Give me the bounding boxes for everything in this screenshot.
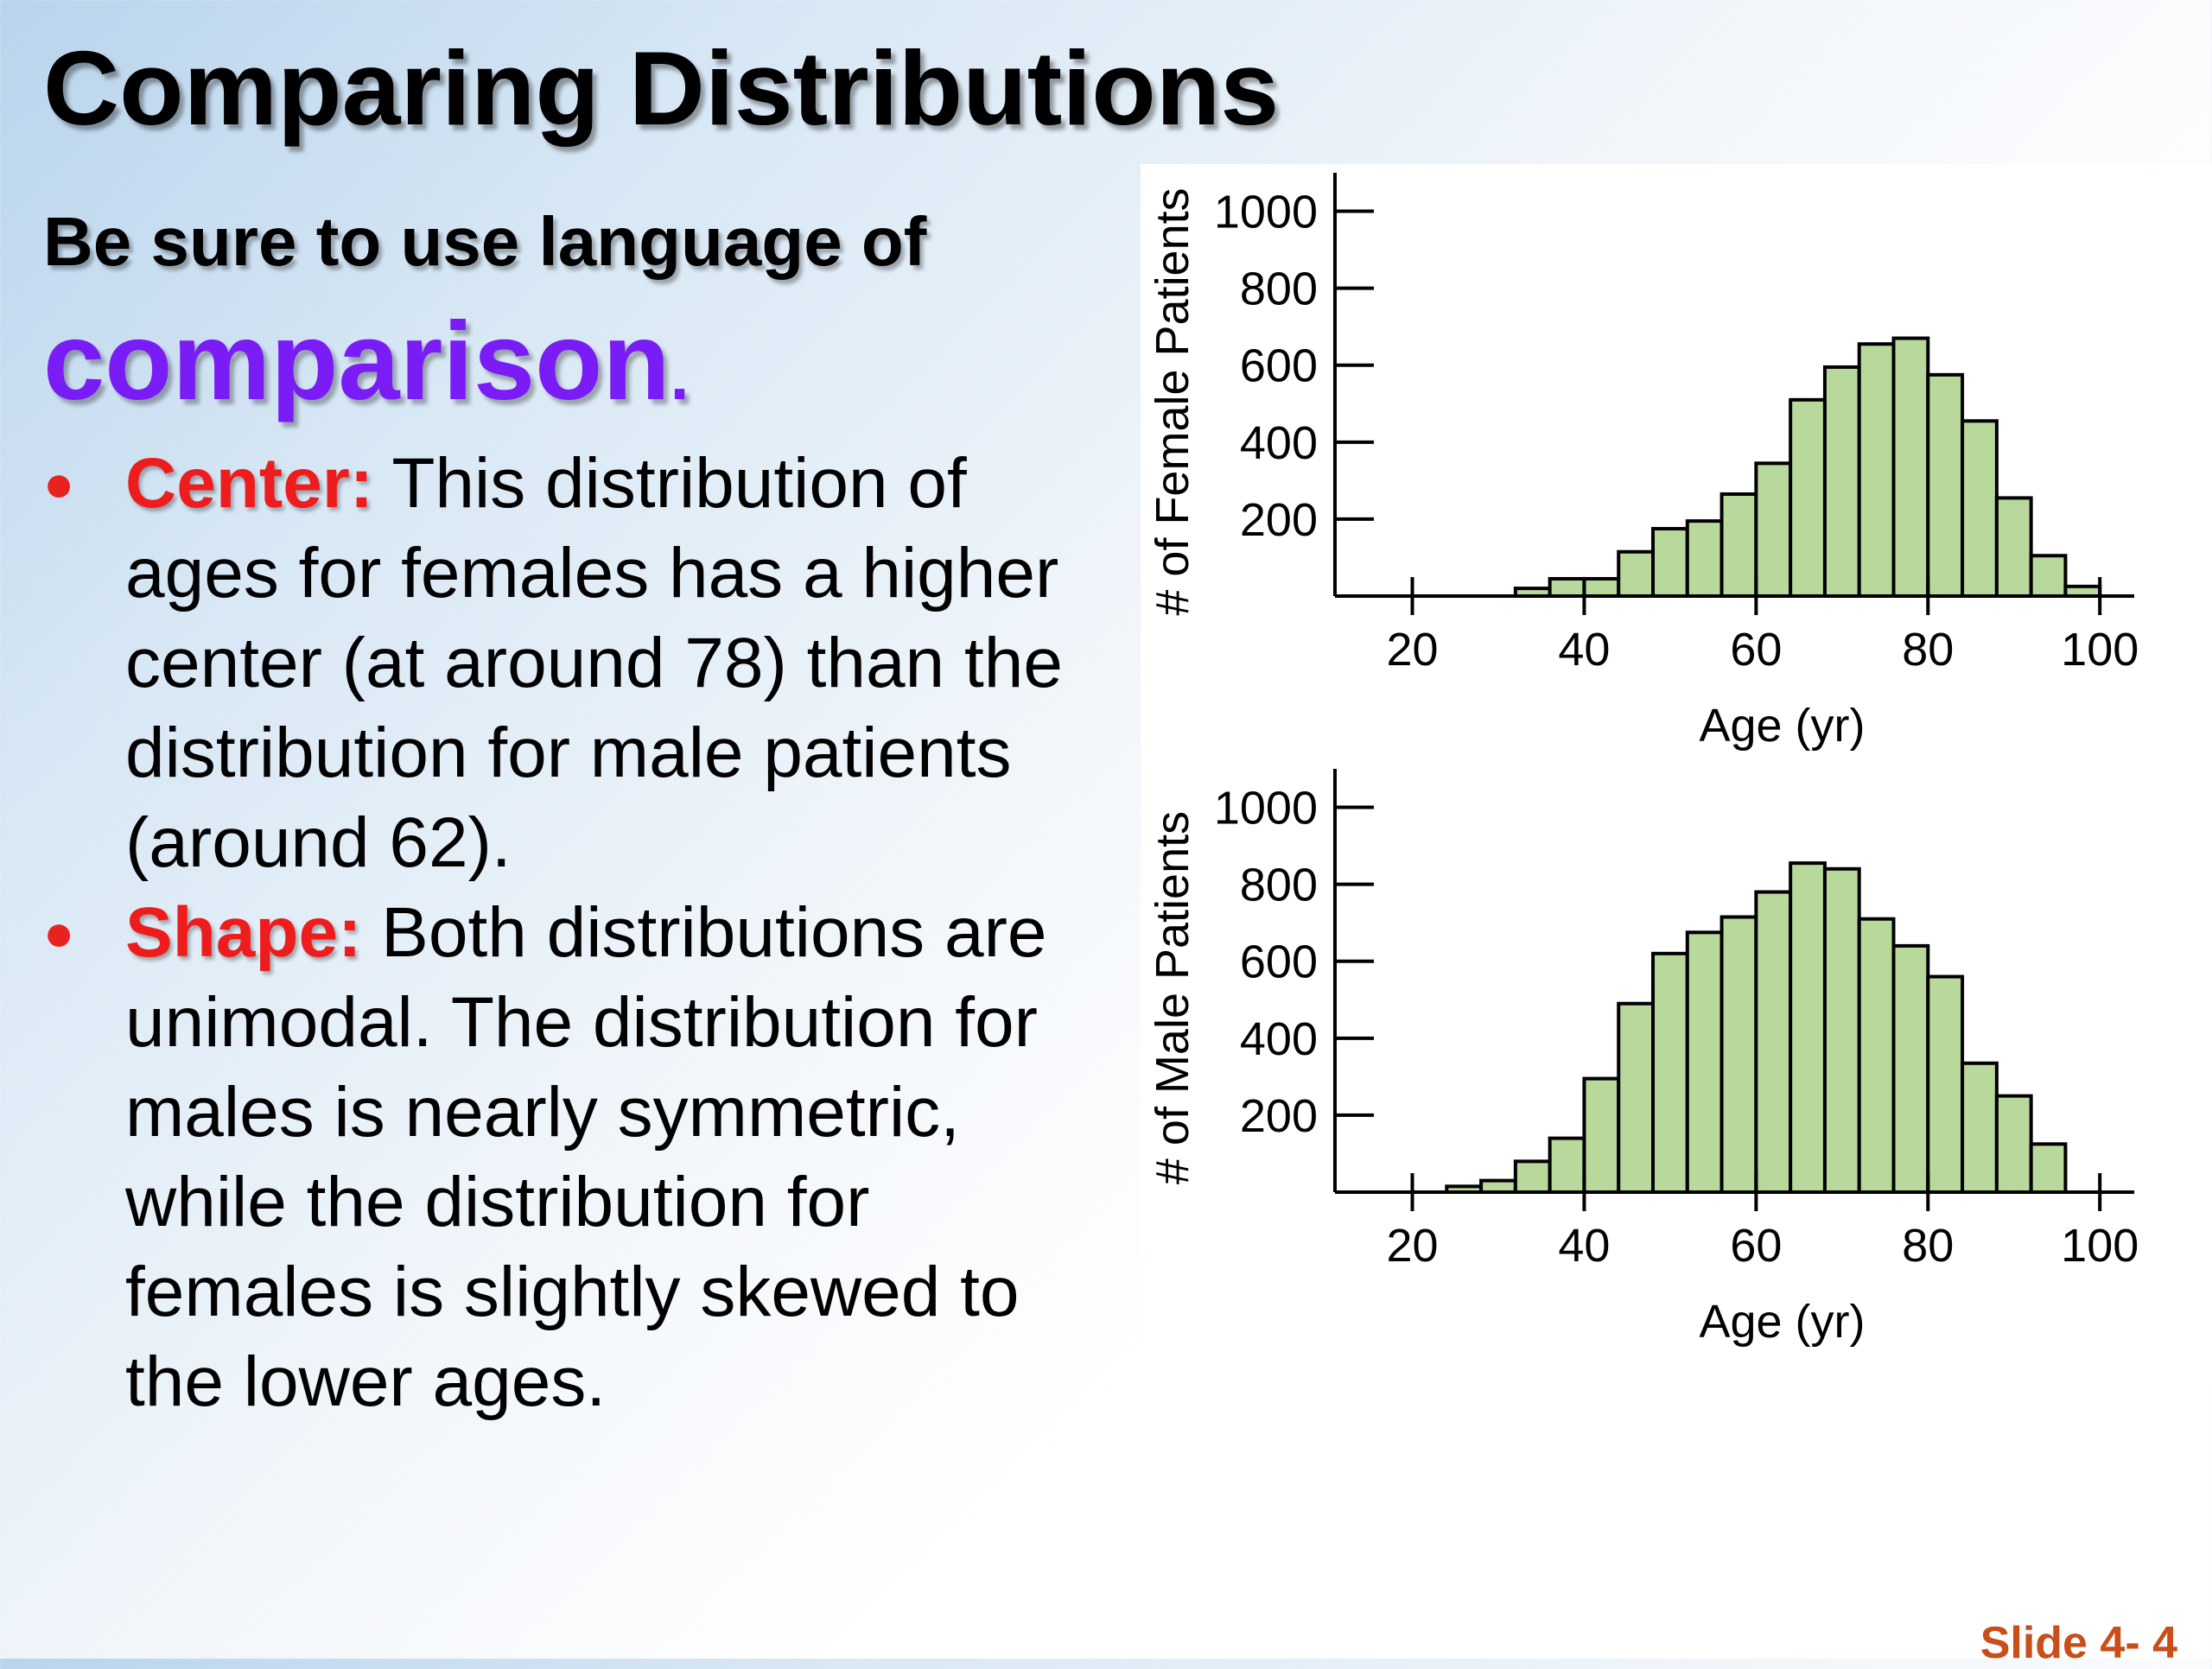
histogram-bar — [1789, 397, 1827, 598]
y-axis-label: # of Male Patients — [1147, 811, 1198, 1184]
histogram-bar — [1961, 1061, 1999, 1194]
bullet-list: ● Center: This distribution of ages for … — [43, 439, 1123, 1427]
bullet-center: ● Center: This distribution of ages for … — [43, 439, 1123, 888]
slide-number: Slide 4- 4 — [1980, 1618, 2177, 1668]
emphasis-line: comparison. — [43, 298, 690, 425]
bullet-dot-icon: ● — [43, 904, 75, 961]
chart-panel: 200 400 600 800 1000 20 40 60 80 100 Age (yr) # of … — [1141, 164, 2212, 1391]
x-tick-label: 80 — [1902, 1220, 1954, 1272]
histogram-bar — [1719, 915, 1758, 1194]
x-tick-label: 100 — [2061, 624, 2139, 676]
histogram-bar — [1754, 890, 1793, 1195]
histogram-bar — [1891, 336, 1930, 599]
histogram-bar — [1685, 519, 1724, 598]
histogram-bar — [1994, 496, 2033, 598]
histogram-bar — [1685, 930, 1724, 1194]
histogram-bar — [1479, 1178, 1517, 1194]
histogram-bar — [1961, 419, 1999, 598]
histogram-bar — [1651, 527, 1689, 598]
histogram-bar — [1513, 1159, 1552, 1195]
subheading: Be sure to use language of — [43, 203, 927, 280]
bullet-term: Shape: — [125, 893, 362, 972]
histogram-bar — [1857, 917, 1896, 1195]
histogram-bar — [1617, 549, 1656, 599]
histogram-bar — [1789, 861, 1827, 1194]
y-tick-label: 1000 — [1214, 187, 1318, 238]
histogram-bar — [1926, 372, 1965, 598]
histogram-bar — [2029, 554, 2068, 598]
bullet-text: This distribution of ages for females ha… — [125, 444, 1063, 882]
histogram-bar — [1548, 1136, 1586, 1194]
bullet-shape: ● Shape: Both distributions are unimodal… — [43, 888, 1123, 1427]
y-tick-label: 200 — [1240, 1090, 1318, 1142]
bullet-term: Center: — [125, 444, 374, 523]
y-tick-label: 600 — [1240, 936, 1318, 988]
y-tick-label: 1000 — [1214, 783, 1318, 834]
y-tick-label: 200 — [1240, 494, 1318, 546]
x-tick-label: 60 — [1730, 1220, 1782, 1272]
histogram-bar — [1548, 576, 1586, 599]
x-tick-label: 20 — [1386, 1220, 1438, 1272]
histogram-bar — [1822, 365, 1861, 598]
histogram-bar — [1926, 974, 1965, 1195]
histogram-bar — [1891, 943, 1930, 1195]
histogram-bar — [1719, 492, 1758, 599]
bullet-text: Both distributions are unimodal. The dis… — [125, 893, 1047, 1421]
x-tick-label: 20 — [1386, 624, 1438, 676]
histogram-bar — [1582, 576, 1621, 599]
histogram-bar — [2029, 1142, 2068, 1195]
bullet-dot-icon: ● — [43, 454, 75, 512]
histogram-bar — [1994, 1094, 2033, 1194]
histogram-bar — [1754, 461, 1793, 598]
x-tick-label: 60 — [1730, 624, 1782, 676]
emphasis-period: . — [670, 337, 690, 414]
histogram-bar — [1857, 342, 1896, 599]
x-axis-label: Age (yr) — [1699, 700, 1865, 752]
y-tick-label: 400 — [1240, 417, 1318, 469]
histogram-bar — [1822, 866, 1861, 1194]
x-tick-label: 100 — [2061, 1220, 2139, 1272]
histogram-bar — [1582, 1076, 1621, 1195]
histograms-svg: 200 400 600 800 1000 20 40 60 80 100 Age (yr) # of … — [1147, 173, 2139, 1348]
x-tick-label: 40 — [1558, 1220, 1610, 1272]
x-tick-label: 40 — [1558, 624, 1610, 676]
y-tick-label: 400 — [1240, 1013, 1318, 1065]
y-tick-label: 600 — [1240, 340, 1318, 392]
histogram-bar — [1617, 1001, 1656, 1195]
x-tick-label: 80 — [1902, 624, 1954, 676]
y-tick-label: 800 — [1240, 860, 1318, 911]
slide-title: Comparing Distributions — [43, 29, 1280, 147]
histogram-bar — [1651, 951, 1689, 1194]
y-axis-label: # of Female Patients — [1147, 187, 1198, 615]
y-tick-label: 800 — [1240, 263, 1318, 315]
emphasis-word: comparison — [43, 300, 671, 423]
x-axis-label: Age (yr) — [1699, 1296, 1865, 1348]
